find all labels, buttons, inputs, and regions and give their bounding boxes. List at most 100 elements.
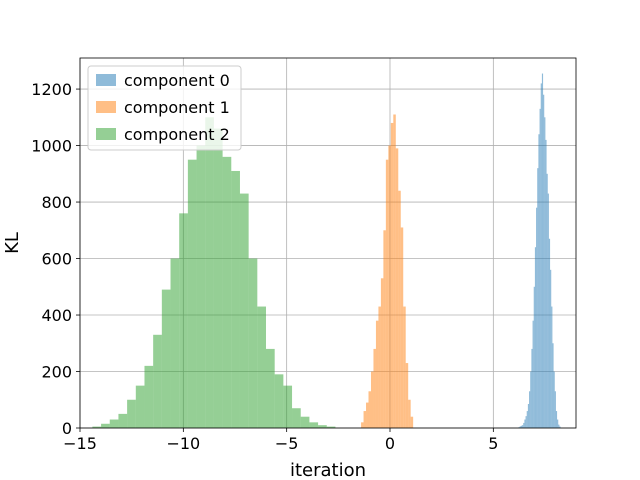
histogram-bar — [144, 365, 154, 428]
histogram-bar — [257, 306, 266, 428]
histogram-bar — [283, 385, 293, 428]
legend-label: component 2 — [124, 125, 230, 144]
histogram-bar — [543, 94, 545, 428]
histogram-bar — [127, 399, 136, 428]
series-0 — [518, 73, 561, 429]
histogram-bar — [551, 306, 553, 428]
x-tick-label: −15 — [63, 434, 97, 453]
x-axis-label: iteration — [290, 460, 366, 480]
histogram-bar — [537, 168, 539, 429]
histogram-bar — [522, 425, 524, 428]
histogram-bar — [518, 427, 520, 428]
histogram-bar — [380, 278, 384, 428]
legend-swatch — [96, 101, 116, 113]
histogram-bar — [558, 424, 560, 428]
histogram-bar — [534, 247, 537, 428]
histogram-bar — [300, 416, 310, 428]
histogram-bar — [153, 334, 162, 428]
histogram-bar — [292, 408, 301, 428]
histogram-bar — [363, 411, 367, 428]
x-tick-label: −10 — [166, 434, 200, 453]
histogram-bar — [378, 306, 381, 428]
histogram-bar — [545, 139, 547, 429]
histogram-bar — [527, 403, 530, 428]
histogram-bar — [388, 145, 391, 428]
histogram-bar — [187, 159, 197, 428]
histogram-bar — [532, 320, 534, 428]
y-tick-label: 400 — [41, 306, 72, 325]
histogram-bar — [550, 269, 552, 428]
legend-label: component 0 — [124, 71, 230, 90]
histogram-bar — [533, 286, 535, 428]
x-tick-label: −5 — [275, 434, 299, 453]
histogram-bar — [375, 320, 379, 428]
histogram-bar — [548, 238, 551, 428]
histogram-bar — [135, 385, 145, 428]
legend-swatch — [96, 128, 116, 140]
histogram-bar — [531, 348, 533, 428]
histogram-bar — [170, 258, 180, 428]
y-tick-label: 200 — [41, 363, 72, 382]
histogram-bar — [266, 348, 275, 428]
histogram-bar — [370, 371, 374, 428]
histogram-bar — [403, 306, 406, 428]
histogram-bar — [118, 413, 128, 428]
histogram-bar — [222, 156, 232, 428]
histogram-bar — [529, 391, 531, 428]
histogram-bar — [540, 83, 542, 428]
histogram-bar — [524, 419, 526, 428]
histogram-bar — [361, 422, 364, 428]
series-2 — [92, 117, 336, 428]
histogram-bar — [539, 108, 541, 428]
y-tick-label: 800 — [41, 193, 72, 212]
legend-label: component 1 — [124, 98, 230, 117]
histogram-bar — [179, 213, 188, 428]
histogram-bar — [205, 117, 214, 428]
histogram-bar — [274, 374, 284, 428]
histogram-bar — [239, 193, 249, 428]
histogram-bar — [326, 426, 336, 428]
y-tick-label: 600 — [41, 250, 72, 269]
histogram-bar — [559, 426, 561, 428]
histogram-bar — [101, 423, 110, 428]
histogram-bar — [231, 170, 240, 428]
histogram-bar — [405, 363, 409, 428]
histogram-bar — [525, 416, 527, 428]
x-tick-label: 0 — [385, 434, 395, 453]
histogram-bar — [398, 190, 401, 428]
histogram-bar — [309, 422, 319, 428]
histogram-bar — [366, 402, 369, 428]
histogram-bar — [557, 419, 559, 428]
histogram-bars — [92, 73, 561, 429]
x-tick-label: 5 — [488, 434, 498, 453]
legend: component 0 component 1 component 2 — [87, 65, 242, 151]
histogram-bar — [546, 173, 548, 428]
legend-swatch — [96, 74, 116, 86]
histogram-bar — [385, 159, 389, 428]
histogram-bar — [555, 411, 558, 428]
histogram-bar — [400, 227, 404, 428]
histogram-bar — [552, 343, 554, 428]
histogram-bar — [538, 134, 540, 429]
histogram-bar — [196, 145, 206, 428]
histogram-bar — [390, 122, 394, 429]
legend-box — [87, 65, 242, 151]
histogram-bar — [373, 348, 376, 428]
histogram-bar — [393, 114, 396, 428]
histogram-bar — [395, 148, 399, 428]
histogram-bar — [541, 73, 544, 428]
histogram-bar — [523, 422, 525, 428]
histogram-bar — [526, 411, 528, 428]
histogram-bar — [519, 426, 521, 428]
histogram-bar — [530, 371, 532, 428]
histogram-bar — [410, 416, 414, 428]
y-tick-label: 1200 — [31, 80, 72, 99]
histogram-bar — [92, 426, 102, 428]
histogram-bar — [544, 117, 546, 428]
histogram-bar — [109, 419, 119, 428]
histogram-bar — [408, 399, 411, 428]
histogram-bar — [547, 193, 549, 428]
histogram-bar — [248, 258, 258, 428]
axis-ticks: −15 −10 −5 0 5 0 200 400 600 800 1000 1200 — [31, 80, 498, 453]
